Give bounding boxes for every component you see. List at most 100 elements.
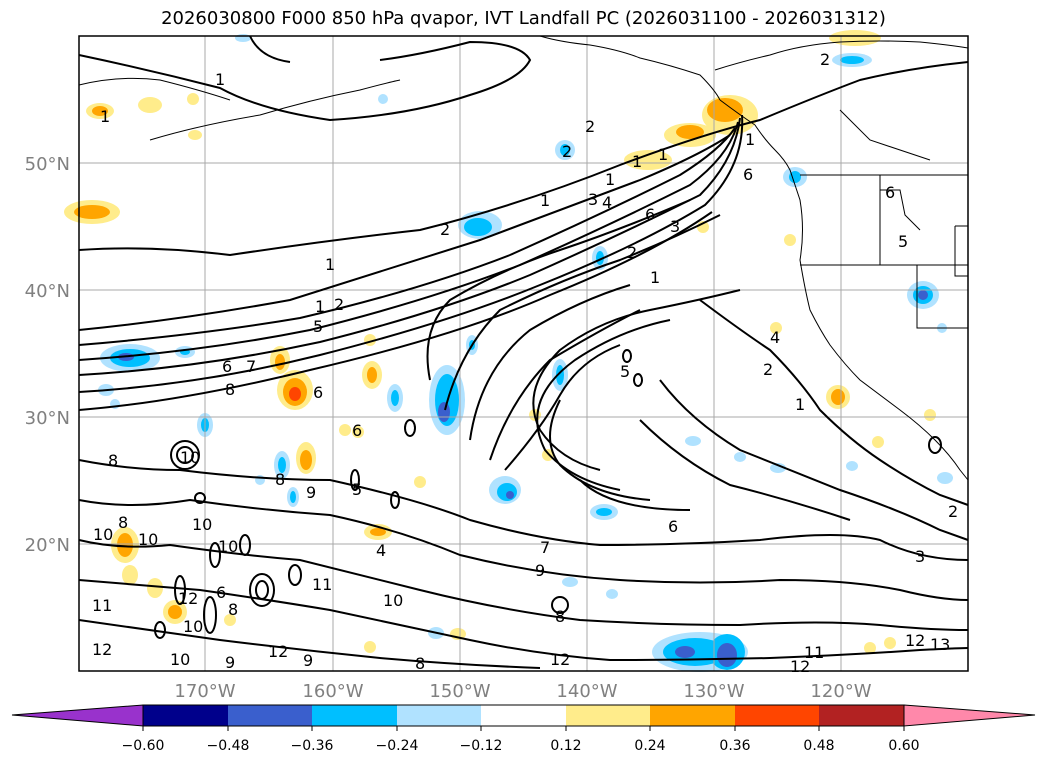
- lon-label: 140°W: [556, 681, 617, 702]
- contour-label: 7: [540, 538, 550, 557]
- contour-label: 5: [313, 317, 323, 336]
- lat-label: 30°N: [25, 408, 70, 429]
- colorbar-segment: [650, 705, 735, 726]
- contour-label: 8: [275, 470, 285, 489]
- lat-label: 40°N: [25, 281, 70, 302]
- latitude-labels: 50°N 40°N 30°N 20°N: [25, 154, 70, 556]
- colorbar-tick-label: −0.48: [207, 738, 250, 754]
- ivt-contours: [78, 35, 969, 669]
- contour-label: 3: [915, 547, 925, 566]
- contour-label: 10: [138, 530, 158, 549]
- contour-label: 1: [745, 130, 755, 149]
- lon-label: 160°W: [302, 681, 363, 702]
- contour-label: 4: [770, 328, 780, 347]
- colorbar-tick-label: 0.36: [719, 738, 750, 754]
- contour-label: 1: [540, 191, 550, 210]
- lon-label: 120°W: [810, 681, 871, 702]
- contour-label: 1: [215, 70, 225, 89]
- colorbar-tick-label: −0.36: [291, 738, 334, 754]
- contour-label: 2: [763, 360, 773, 379]
- colorbar-tick-label: −0.24: [376, 738, 419, 754]
- contour-label: 10: [383, 591, 403, 610]
- contour-label: 8: [228, 600, 238, 619]
- contour-label: 4: [602, 193, 612, 212]
- map-frame: [78, 35, 969, 672]
- contour-label: 1: [100, 107, 110, 126]
- contour-label: 11: [804, 643, 824, 662]
- contour-label: 12: [92, 640, 112, 659]
- colorbar-tick-label: 0.60: [888, 738, 919, 754]
- contour-label: 8: [108, 451, 118, 470]
- contour-label: 2: [948, 502, 958, 521]
- contour-label: 1: [795, 395, 805, 414]
- contour-label: 5: [620, 362, 630, 381]
- contour-label: 6: [352, 421, 362, 440]
- contour-label: 7: [246, 357, 256, 376]
- contour-label: 6: [313, 383, 323, 402]
- lat-label: 50°N: [25, 154, 70, 175]
- colorbar-lower-extension: [11, 704, 144, 727]
- contour-label: 9: [306, 483, 316, 502]
- contour-label: 9: [535, 561, 545, 580]
- lon-label: 150°W: [429, 681, 490, 702]
- contour-label: 11: [92, 596, 112, 615]
- contour-label: 10: [218, 537, 238, 556]
- contour-label: 3: [588, 190, 598, 209]
- contour-label: 1: [605, 170, 615, 189]
- contour-label: 13: [930, 635, 950, 654]
- contour-label: 10: [93, 525, 113, 544]
- colorbar-segment: [735, 705, 819, 726]
- contour-label: 2: [585, 117, 595, 136]
- colorbar-segment: [228, 705, 312, 726]
- colorbar-upper-extension: [903, 704, 1036, 727]
- colorbar-segment: [312, 705, 397, 726]
- coastlines: [78, 35, 969, 481]
- contour-label: 2: [440, 220, 450, 239]
- contour-label: 12: [268, 642, 288, 661]
- contour-label: 1: [315, 297, 325, 316]
- contour-label: 4: [376, 541, 386, 560]
- contour-label: 1: [650, 268, 660, 287]
- colorbar-segment: [143, 705, 228, 726]
- contour-label: 12: [550, 650, 570, 669]
- contour-label: 5: [898, 232, 908, 251]
- colorbar-tick-label: −0.60: [122, 738, 165, 754]
- contour-label: 2: [627, 243, 637, 262]
- contour-label: 10: [170, 650, 190, 669]
- longitude-labels: 170°W 160°W 150°W 140°W 130°W 120°W: [174, 681, 871, 702]
- contour-label: 12: [178, 589, 198, 608]
- colorbar-tick-label: 0.48: [803, 738, 834, 754]
- colorbar-segment: [566, 705, 650, 726]
- contour-label: 6: [216, 583, 226, 602]
- contour-label: 9: [225, 653, 235, 672]
- contour-label: 6: [743, 165, 753, 184]
- contour-label: 9: [303, 651, 313, 670]
- contour-label: 8: [118, 513, 128, 532]
- contour-label: 6: [885, 183, 895, 202]
- contour-label: 11: [312, 575, 332, 594]
- contour-label: 8: [415, 654, 425, 673]
- contour-label: 1: [658, 145, 668, 164]
- colorbar-segment: [397, 705, 481, 726]
- contour-label: 1: [325, 255, 335, 274]
- map-background: [79, 36, 968, 671]
- contour-label: 8: [555, 607, 565, 626]
- contour-label: 2: [562, 142, 572, 161]
- colorbar-tick-label: 0.12: [550, 738, 581, 754]
- lat-label: 20°N: [25, 535, 70, 556]
- contour-label: 8: [225, 380, 235, 399]
- contour-label: 2: [820, 50, 830, 69]
- map-title: 2026030800 F000 850 hPa qvapor, IVT Land…: [161, 8, 886, 29]
- colorbar-segment: [481, 705, 566, 726]
- contour-label: 6: [645, 205, 655, 224]
- colorbar: −0.60 −0.48 −0.36 −0.24 −0.12 0.12 0.24 …: [11, 704, 1036, 754]
- lon-label: 170°W: [174, 681, 235, 702]
- colorbar-tick-label: −0.12: [460, 738, 503, 754]
- colorbar-segment: [819, 705, 904, 726]
- contour-labels: 1 1 2 2 2 1 3 4 6 3 2 1 1 2 1 1 2 5 6 7 …: [92, 50, 958, 676]
- contour-label: 6: [668, 517, 678, 536]
- contour-label: 2: [334, 295, 344, 314]
- contour-label: 10: [180, 448, 200, 467]
- contour-label: 6: [222, 357, 232, 376]
